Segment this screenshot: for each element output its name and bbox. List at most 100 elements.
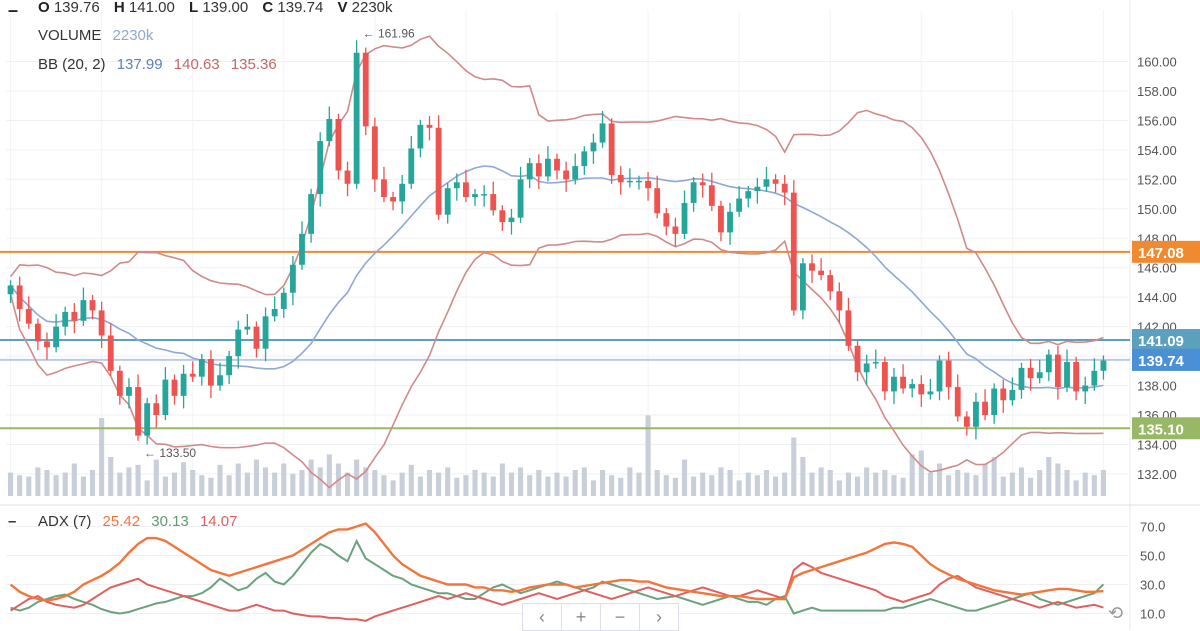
candle-body (62, 311, 69, 327)
volume-bar (363, 467, 369, 496)
candle (317, 132, 324, 207)
close-value: 139.74 (277, 0, 324, 16)
candle-body (25, 308, 32, 324)
volume-bar (26, 476, 32, 496)
price-tick-label: 134.00 (1137, 437, 1177, 452)
volume-bar (80, 476, 86, 496)
candle (535, 154, 542, 189)
price-tick-label: 144.00 (1137, 290, 1177, 305)
undo-icon[interactable]: ⟲ (1108, 603, 1124, 623)
candle (1054, 345, 1061, 400)
candle-body (526, 163, 533, 180)
chevron-right-icon[interactable]: › (656, 607, 662, 627)
adx-legend-label: ADX (7) (38, 513, 92, 530)
volume-bar (609, 475, 615, 496)
candle-body (53, 326, 60, 348)
volume-bar (71, 463, 77, 496)
candle-body (563, 170, 570, 180)
candle (845, 297, 852, 351)
candle-body (672, 226, 679, 234)
candle (863, 354, 870, 385)
candle-body (135, 387, 141, 436)
volume-bar (590, 480, 596, 496)
candle (927, 378, 934, 400)
candle-body (399, 183, 406, 202)
candle (963, 411, 970, 436)
ohlc-header: O 139.76 H 141.00 L 139.00 C 139.74 V 22… (38, 0, 403, 16)
zoom-out-minus-icon[interactable]: − (601, 604, 640, 630)
volume-bar (1073, 480, 1079, 496)
volume-bar (691, 476, 697, 496)
candle (217, 362, 223, 391)
candle-body (572, 166, 579, 180)
adx-tick-label: 70.0 (1140, 520, 1165, 535)
candle (499, 205, 506, 231)
candle (599, 110, 606, 148)
volume-bar (727, 470, 733, 496)
volume-bar (372, 470, 378, 496)
volume-bar (108, 457, 114, 496)
candle (645, 172, 651, 201)
candle-body (991, 388, 998, 415)
volume-bar (1082, 472, 1088, 496)
volume-bar (1046, 457, 1052, 496)
candlesticks (7, 40, 1107, 445)
volume-bar (299, 470, 305, 496)
candle-body (781, 183, 788, 193)
chevron-left-icon[interactable]: ‹ (523, 604, 562, 630)
adx-legend: ADX (7) 25.42 30.13 14.07 (38, 513, 245, 530)
price-tag-box (1132, 240, 1200, 263)
volume-bar (918, 450, 924, 496)
candle-body (863, 363, 870, 373)
volume-bar (964, 472, 970, 496)
candle (1082, 376, 1089, 404)
price-annotation: ← 133.50 (144, 446, 196, 460)
candle-body (353, 52, 360, 184)
annotations: ← 161.96 ← 133.50 (144, 27, 415, 460)
candle-body (1064, 361, 1070, 388)
candle (690, 177, 697, 212)
price-tag-box (1132, 417, 1200, 440)
volume-bar (217, 464, 223, 496)
candle-body (708, 185, 715, 206)
candle-body (836, 291, 843, 311)
candle (936, 355, 943, 401)
volume-bar (545, 476, 551, 496)
volume-bar (572, 470, 578, 496)
candle (7, 280, 14, 304)
minus-icon[interactable]: – (8, 0, 19, 20)
candle-body (417, 124, 424, 149)
volume-bar (873, 472, 879, 496)
candle (918, 375, 925, 407)
price-annotation: ← 161.96 (363, 27, 415, 41)
candle (508, 208, 515, 235)
high-value: 141.00 (128, 0, 175, 16)
candle-body (317, 141, 324, 195)
candle-body (1054, 354, 1061, 388)
candle-body (71, 311, 78, 321)
low-label: L (188, 0, 199, 16)
volume-bar (62, 472, 68, 496)
navigator: ‹ + − › (522, 603, 679, 631)
volume-bar (1000, 476, 1006, 496)
candle-body (554, 158, 560, 171)
volume-bar (463, 475, 469, 496)
candle-body (544, 158, 551, 177)
volume-value: 2230k (351, 0, 393, 16)
candle (526, 158, 533, 189)
candle-body (809, 263, 815, 271)
pdi-line (10, 538, 1105, 615)
candle-body (271, 308, 278, 317)
candle (98, 301, 105, 348)
candle (481, 185, 488, 207)
candle (16, 276, 23, 322)
candle (362, 47, 369, 136)
adx-collapse-icon[interactable]: – (8, 513, 17, 530)
volume-bar (763, 470, 770, 496)
plus-icon[interactable]: + (562, 604, 601, 630)
candle (180, 364, 187, 409)
candle-body (280, 292, 287, 309)
candle-body (772, 179, 779, 184)
adx-tick-label: 50.0 (1140, 549, 1165, 564)
